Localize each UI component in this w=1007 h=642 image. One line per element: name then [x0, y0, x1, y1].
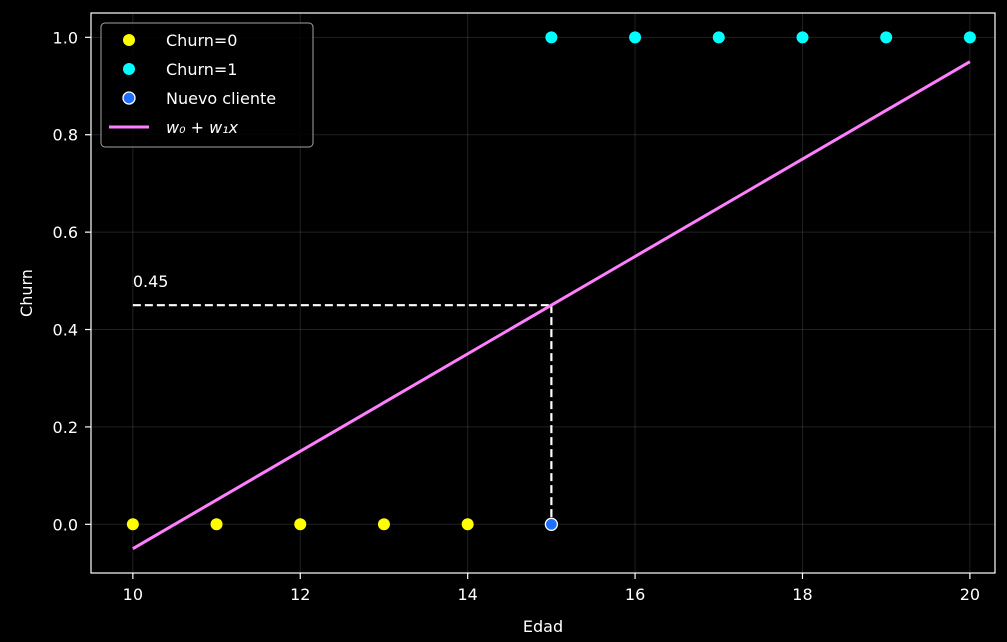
annotation-label: 0.45: [133, 272, 169, 291]
point-series-1-3: [796, 31, 809, 44]
x-tick-label: 12: [290, 585, 310, 604]
legend-swatch-0: [123, 34, 135, 46]
plot-frame: [90, 12, 996, 574]
point-series-1-5: [963, 31, 976, 44]
point-series-1-1: [629, 31, 642, 44]
y-tick-label: 1.0: [53, 28, 78, 47]
point-series-0-4: [461, 518, 474, 531]
point-series-2-0: [544, 517, 559, 531]
regression-line-layer: [132, 60, 971, 550]
x-tick-label: 14: [457, 585, 477, 604]
x-axis-label: Edad: [523, 617, 563, 636]
x-tick-label: 10: [123, 585, 143, 604]
y-tick-label: 0.0: [53, 515, 78, 534]
legend-swatch-2: [122, 91, 136, 105]
y-tick-label: 0.6: [53, 223, 78, 242]
points-layer: [126, 31, 976, 531]
point-series-1-0: [545, 31, 558, 44]
legend-label-1: Churn=1: [166, 60, 237, 79]
y-tick-label: 0.2: [53, 418, 78, 437]
y-tick-label: 0.8: [53, 126, 78, 145]
x-tick-label: 18: [792, 585, 812, 604]
legend-box: [100, 22, 314, 148]
legend-label-2: Nuevo cliente: [166, 89, 276, 108]
axes: 10 12 14 16 18 20 0.0 0.2 0.4 0.6 0.8 1.0 Edad Churn: [17, 12, 996, 636]
legend-label-0: Churn=0: [166, 31, 237, 50]
regression-line: [132, 60, 971, 550]
legend-swatch-1: [123, 63, 135, 75]
point-series-0-0: [126, 518, 139, 531]
point-series-0-3: [377, 518, 390, 531]
point-series-1-4: [880, 31, 893, 44]
y-axis-label: Churn: [17, 269, 36, 317]
point-series-1-2: [712, 31, 725, 44]
annotations: 0.45: [133, 272, 169, 291]
legend: Churn=0 Churn=1 Nuevo cliente w₀ + w₁x: [100, 22, 314, 148]
guide-lines: [132, 304, 553, 525]
legend-label-3: w₀ + w₁x: [166, 118, 239, 137]
point-series-0-1: [210, 518, 223, 531]
point-series-0-2: [294, 518, 307, 531]
x-tick-label: 16: [625, 585, 645, 604]
y-tick-label: 0.4: [53, 321, 78, 340]
x-tick-label: 20: [960, 585, 980, 604]
